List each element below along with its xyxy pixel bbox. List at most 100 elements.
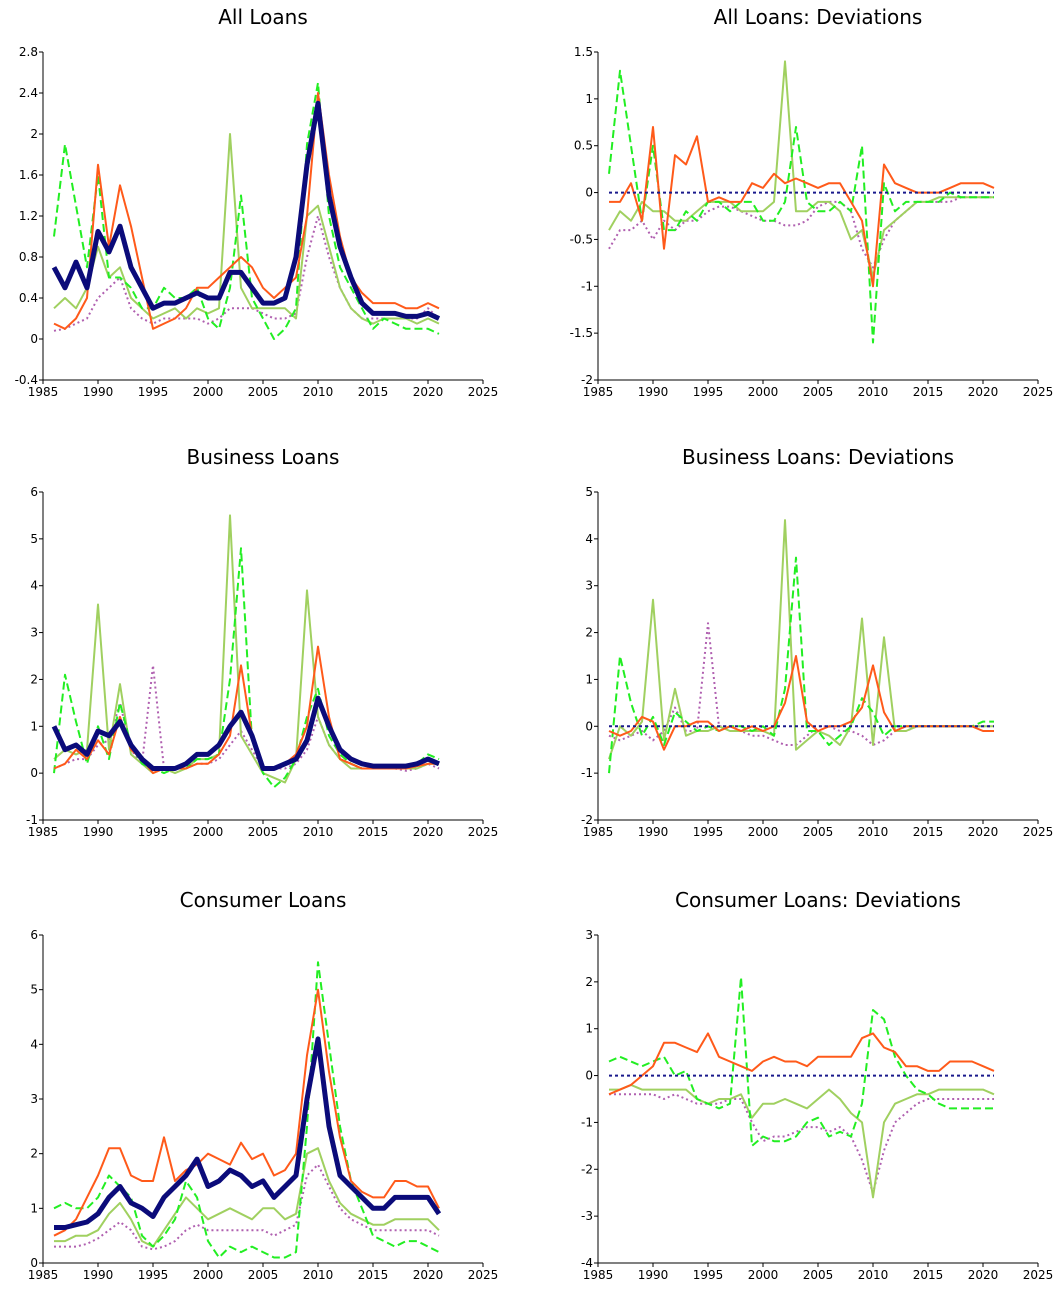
data-line bbox=[609, 1093, 994, 1194]
x-tick-label: 2010 bbox=[858, 825, 889, 839]
data-line bbox=[53, 547, 440, 789]
y-tick-label: 4 bbox=[30, 1037, 38, 1051]
y-tick-label: 3 bbox=[585, 928, 593, 942]
x-tick-label: 2000 bbox=[193, 825, 224, 839]
x-tick-label: 2000 bbox=[748, 825, 779, 839]
x-tick-label: 1985 bbox=[583, 385, 614, 399]
y-tick-label: 1 bbox=[585, 92, 593, 106]
y-tick-label: -1.5 bbox=[570, 326, 593, 340]
data-line bbox=[53, 133, 440, 325]
chart-title: Business Loans: Deviations bbox=[682, 445, 954, 469]
y-tick-label: -3 bbox=[581, 1209, 593, 1223]
x-tick-label: 2005 bbox=[803, 825, 834, 839]
y-tick-label: 0 bbox=[30, 332, 38, 346]
data-line bbox=[51, 100, 441, 321]
data-line bbox=[609, 1083, 995, 1199]
y-tick-label: -1 bbox=[26, 813, 38, 827]
y-tick-label: -2 bbox=[581, 373, 593, 387]
x-tick-label: 1995 bbox=[693, 385, 724, 399]
y-tick-label: -1 bbox=[581, 279, 593, 293]
x-tick-label: 2005 bbox=[803, 1268, 834, 1282]
y-tick-label: 6 bbox=[30, 928, 38, 942]
x-tick-label: 2025 bbox=[1023, 825, 1054, 839]
data-line bbox=[53, 988, 440, 1237]
x-tick-label: 1985 bbox=[28, 825, 59, 839]
x-tick-label: 2015 bbox=[913, 1268, 944, 1282]
y-tick-label: 3 bbox=[30, 1092, 38, 1106]
y-tick-label: 5 bbox=[30, 532, 38, 546]
x-tick-label: 2015 bbox=[358, 825, 389, 839]
x-tick-label: 2020 bbox=[968, 1268, 999, 1282]
y-tick-label: 4 bbox=[585, 532, 593, 546]
x-tick-label: 2010 bbox=[858, 1268, 889, 1282]
y-tick-label: 2 bbox=[585, 626, 593, 640]
data-line bbox=[609, 126, 995, 288]
data-line bbox=[53, 961, 440, 1259]
data-line bbox=[53, 645, 439, 775]
y-tick-label: 1 bbox=[585, 1022, 593, 1036]
x-tick-label: 2025 bbox=[1023, 1268, 1054, 1282]
chart-title: Consumer Loans bbox=[180, 888, 347, 912]
x-tick-label: 2010 bbox=[858, 385, 889, 399]
x-tick-label: 2020 bbox=[968, 825, 999, 839]
x-tick-label: 1990 bbox=[638, 825, 669, 839]
y-tick-label: -1 bbox=[581, 766, 593, 780]
data-line bbox=[53, 92, 440, 330]
y-tick-label: -2 bbox=[581, 813, 593, 827]
y-tick-label: -2 bbox=[581, 1162, 593, 1176]
y-tick-label: 3 bbox=[30, 626, 38, 640]
y-tick-label: -4 bbox=[581, 1256, 593, 1270]
x-tick-label: 2025 bbox=[1023, 385, 1054, 399]
y-tick-label: 5 bbox=[585, 485, 593, 499]
x-tick-label: 2005 bbox=[248, 385, 279, 399]
x-tick-label: 2020 bbox=[413, 825, 444, 839]
x-tick-label: 2015 bbox=[913, 825, 944, 839]
x-tick-label: 1995 bbox=[693, 825, 724, 839]
x-tick-label: 1995 bbox=[138, 385, 169, 399]
chart-title: All Loans bbox=[218, 5, 308, 29]
chart-title: Consumer Loans: Deviations bbox=[675, 888, 961, 912]
x-tick-label: 1990 bbox=[638, 1268, 669, 1282]
x-tick-label: 2000 bbox=[748, 385, 779, 399]
y-tick-label: 4 bbox=[30, 579, 38, 593]
y-tick-label: 2 bbox=[585, 975, 593, 989]
x-tick-label: 1990 bbox=[83, 385, 114, 399]
x-tick-label: 2015 bbox=[358, 1268, 389, 1282]
y-tick-label: 0 bbox=[585, 719, 593, 733]
y-tick-label: 1 bbox=[30, 1201, 38, 1215]
y-tick-label: 0 bbox=[585, 186, 593, 200]
data-line bbox=[53, 664, 440, 772]
data-line bbox=[608, 69, 994, 344]
y-tick-label: 1.5 bbox=[574, 45, 593, 59]
chart-title: All Loans: Deviations bbox=[714, 5, 923, 29]
x-tick-label: 2010 bbox=[303, 1268, 334, 1282]
y-tick-label: 2 bbox=[30, 127, 38, 141]
x-tick-label: 1985 bbox=[28, 1268, 59, 1282]
x-tick-label: 2015 bbox=[358, 385, 389, 399]
data-line bbox=[53, 215, 440, 332]
y-tick-label: 5 bbox=[30, 983, 38, 997]
y-tick-label: 2 bbox=[30, 672, 38, 686]
data-line bbox=[53, 81, 440, 340]
y-tick-label: 1.2 bbox=[19, 209, 38, 223]
y-tick-label: 0.8 bbox=[19, 250, 38, 264]
y-tick-label: 2.4 bbox=[19, 86, 38, 100]
data-line bbox=[54, 1036, 442, 1230]
x-tick-label: 2010 bbox=[303, 385, 334, 399]
y-tick-label: 0 bbox=[30, 766, 38, 780]
x-tick-label: 2020 bbox=[413, 385, 444, 399]
x-tick-label: 1995 bbox=[693, 1268, 724, 1282]
y-tick-label: 0 bbox=[30, 1256, 38, 1270]
y-tick-label: 2 bbox=[30, 1147, 38, 1161]
x-tick-label: 1995 bbox=[138, 1268, 169, 1282]
x-tick-label: 1985 bbox=[28, 385, 59, 399]
y-tick-label: -0.4 bbox=[15, 373, 38, 387]
y-tick-label: 6 bbox=[30, 485, 38, 499]
x-tick-label: 2010 bbox=[303, 825, 334, 839]
y-tick-label: -0.5 bbox=[570, 232, 593, 246]
x-tick-label: 2020 bbox=[968, 385, 999, 399]
y-tick-label: -1 bbox=[581, 1115, 593, 1129]
y-tick-label: 3 bbox=[585, 579, 593, 593]
y-tick-label: 0.4 bbox=[19, 291, 38, 305]
